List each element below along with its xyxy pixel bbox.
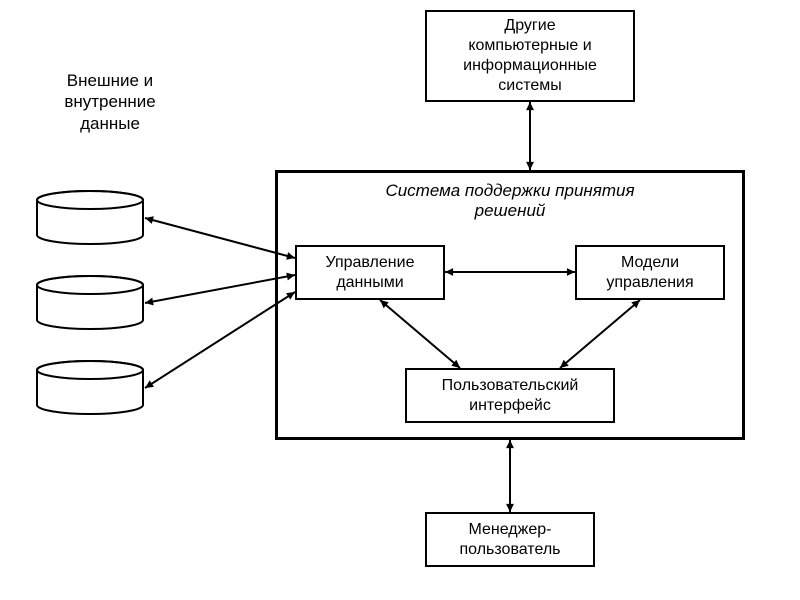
external-data-label: Внешние ивнутренниеданные [35, 70, 185, 134]
other-systems-box: Другиекомпьютерные иинформационныесистем… [425, 10, 635, 102]
model-management-box: Моделиуправления [575, 245, 725, 300]
dss-title-text: Система поддержки принятиярешений [385, 181, 634, 220]
cylinder-3 [35, 360, 145, 415]
dss-title: Система поддержки принятиярешений [278, 181, 742, 221]
data-management-box: Управлениеданными [295, 245, 445, 300]
cylinder-1 [35, 190, 145, 245]
cylinder-icon [35, 190, 145, 245]
data-management-text: Управлениеданными [326, 253, 415, 293]
external-data-text: Внешние ивнутренниеданные [64, 71, 155, 133]
ui-box-text: Пользовательскийинтерфейс [442, 376, 579, 416]
manager-box: Менеджер-пользователь [425, 512, 595, 567]
cylinder-icon [35, 360, 145, 415]
model-management-text: Моделиуправления [606, 253, 693, 293]
cylinder-icon [35, 275, 145, 330]
cylinder-2 [35, 275, 145, 330]
manager-text: Менеджер-пользователь [460, 520, 561, 560]
other-systems-text: Другиекомпьютерные иинформационныесистем… [463, 16, 597, 96]
ui-box: Пользовательскийинтерфейс [405, 368, 615, 423]
